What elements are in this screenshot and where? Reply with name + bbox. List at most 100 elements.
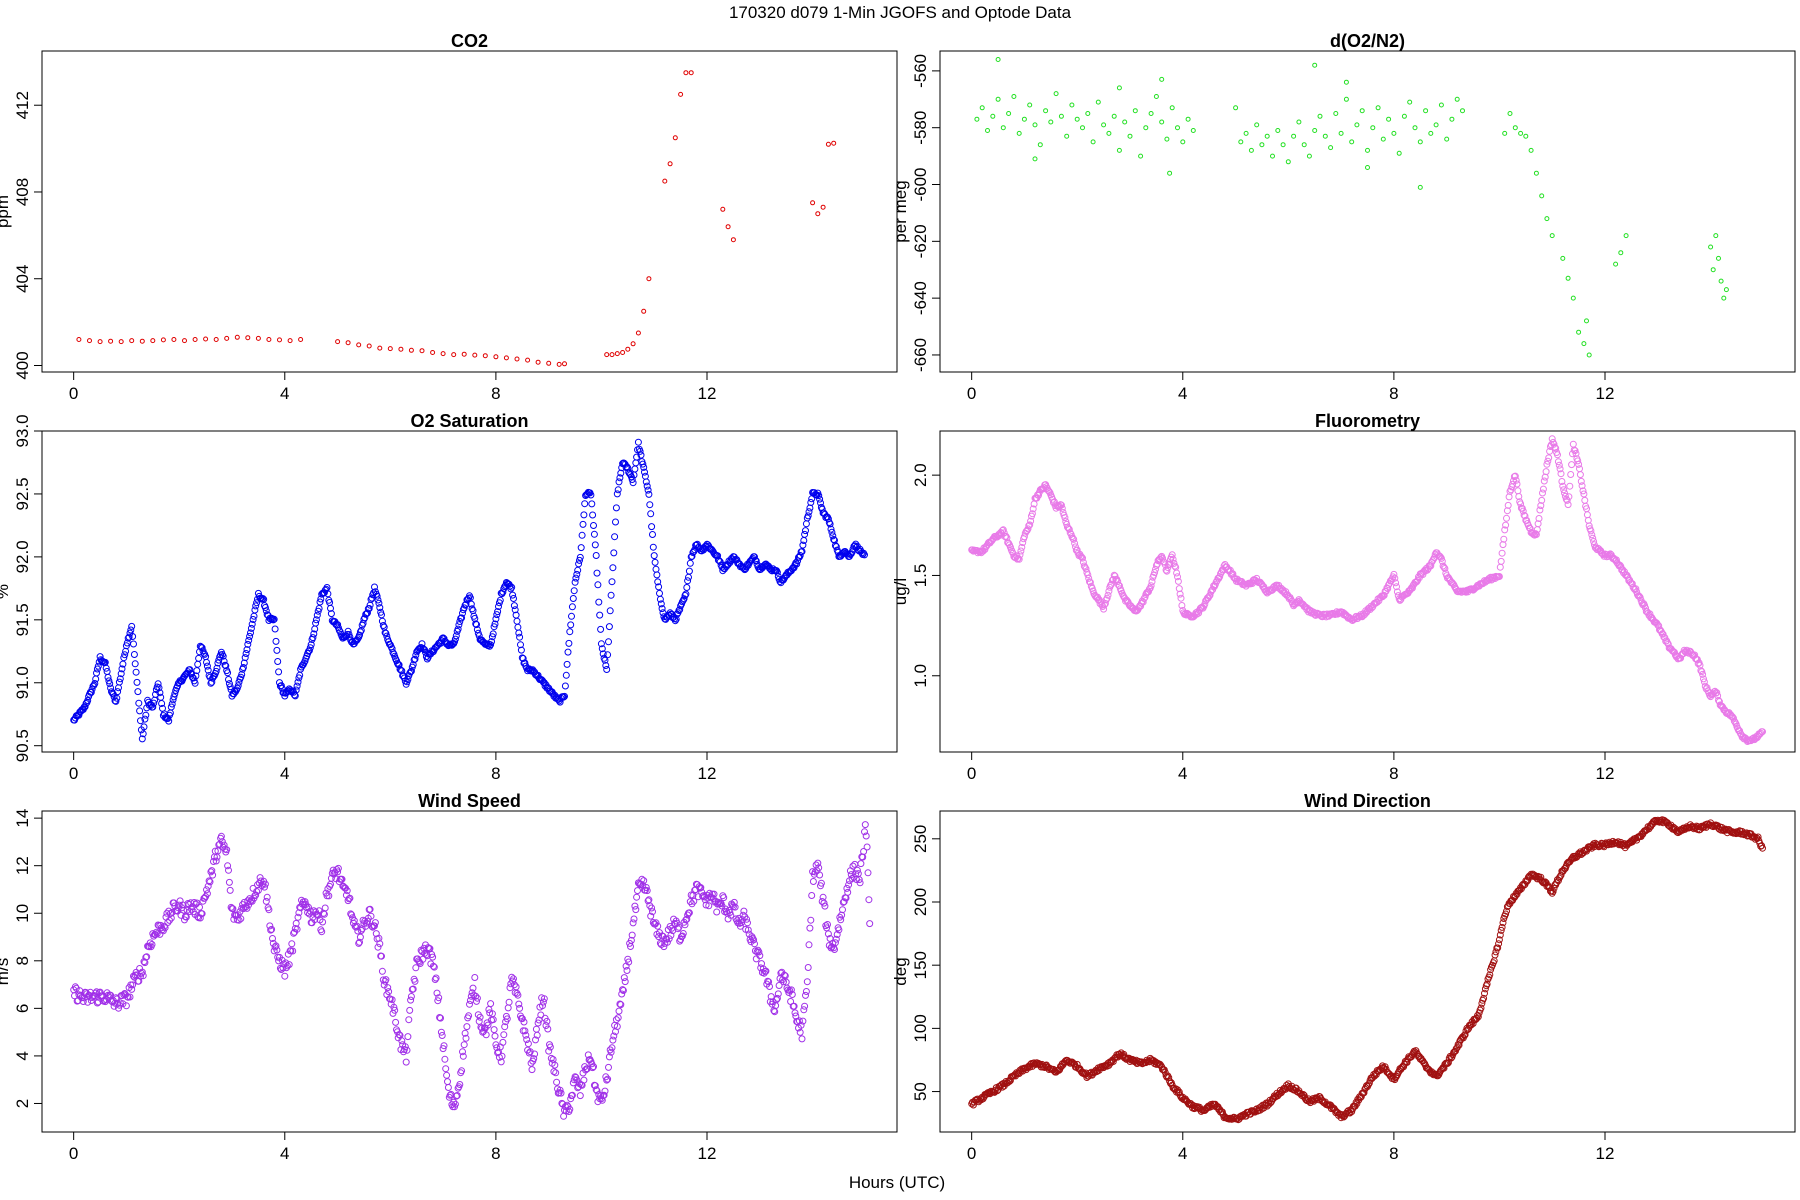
data-point — [404, 676, 412, 683]
x-tick-label: 0 — [967, 764, 976, 783]
data-point — [287, 338, 293, 344]
data-point — [574, 566, 582, 574]
data-point — [267, 926, 275, 934]
data-point — [852, 540, 860, 548]
data-point — [224, 335, 230, 341]
data-point — [1528, 147, 1534, 153]
data-point — [126, 993, 134, 1001]
data-point — [1306, 153, 1312, 159]
data-point — [1539, 193, 1545, 199]
data-point — [1495, 940, 1503, 948]
data-point — [1029, 505, 1037, 513]
data-point — [1486, 971, 1494, 979]
data-point — [119, 660, 127, 668]
data-point — [530, 1055, 538, 1063]
data-point — [1428, 130, 1434, 136]
data-point — [525, 1049, 533, 1057]
data-point — [1556, 465, 1564, 473]
data-point — [334, 864, 342, 872]
data-point — [652, 919, 660, 927]
data-point — [1138, 153, 1144, 159]
data-point — [770, 1007, 778, 1015]
data-point — [690, 897, 698, 905]
data-point — [652, 565, 660, 573]
data-point — [1566, 482, 1574, 490]
data-point — [1569, 440, 1577, 448]
data-point — [1233, 105, 1239, 111]
data-point — [1549, 888, 1557, 895]
data-point — [467, 600, 475, 608]
data-point — [137, 969, 145, 977]
x-tick-label: 8 — [491, 1144, 500, 1163]
data-point — [552, 1069, 560, 1077]
data-point — [443, 1071, 451, 1079]
data-point — [182, 338, 187, 344]
data-point — [1570, 295, 1576, 301]
y-tick-label: 90.5 — [13, 729, 32, 762]
data-point — [1509, 480, 1517, 488]
data-point — [148, 941, 156, 948]
data-point — [93, 669, 100, 677]
data-point — [1065, 525, 1073, 533]
data-point — [130, 651, 138, 658]
data-point — [253, 888, 261, 895]
data-point — [115, 678, 123, 686]
data-point — [204, 666, 212, 674]
data-point — [458, 1067, 466, 1075]
data-point — [1438, 102, 1444, 108]
data-point — [1550, 884, 1558, 892]
data-point — [461, 351, 467, 357]
data-point — [206, 878, 214, 886]
data-point — [562, 671, 570, 679]
data-point — [635, 330, 641, 336]
data-point — [290, 929, 298, 937]
data-markers — [968, 435, 1766, 745]
data-point — [583, 1065, 591, 1073]
data-point — [602, 1073, 610, 1081]
data-point — [607, 1048, 615, 1056]
data-point — [335, 626, 343, 634]
data-point — [857, 860, 865, 868]
data-point — [580, 1076, 588, 1084]
data-point — [491, 620, 499, 628]
data-point — [774, 990, 782, 998]
data-point — [248, 620, 256, 628]
data-point — [440, 1042, 448, 1050]
data-point — [600, 1091, 608, 1099]
data-point — [1074, 116, 1080, 122]
data-point — [251, 892, 259, 900]
data-point — [389, 649, 397, 657]
data-point — [618, 990, 626, 998]
x-tick-label: 12 — [698, 1144, 717, 1163]
data-point — [1175, 125, 1180, 131]
data-point — [1048, 119, 1054, 125]
data-point — [170, 693, 178, 701]
data-point — [1343, 96, 1349, 102]
data-point — [508, 583, 516, 591]
data-point — [589, 511, 597, 519]
data-point — [1497, 557, 1505, 565]
data-point — [1696, 661, 1704, 669]
data-point — [435, 994, 443, 1002]
data-point — [451, 1100, 459, 1108]
data-point — [113, 995, 121, 1003]
data-point — [656, 595, 664, 603]
data-markers — [968, 816, 1766, 1124]
data-markers — [70, 438, 868, 743]
data-point — [861, 551, 868, 559]
data-point — [488, 638, 495, 646]
data-point — [566, 628, 574, 636]
data-point — [146, 939, 154, 947]
data-point — [743, 915, 751, 923]
data-point — [1291, 133, 1297, 139]
data-point — [376, 604, 384, 612]
data-point — [1447, 1054, 1455, 1062]
data-point — [473, 994, 481, 1002]
data-point — [266, 922, 274, 930]
data-point — [382, 976, 390, 984]
data-point — [312, 616, 320, 624]
data-point — [697, 884, 705, 892]
data-point — [537, 1011, 545, 1019]
data-point — [1710, 267, 1716, 273]
